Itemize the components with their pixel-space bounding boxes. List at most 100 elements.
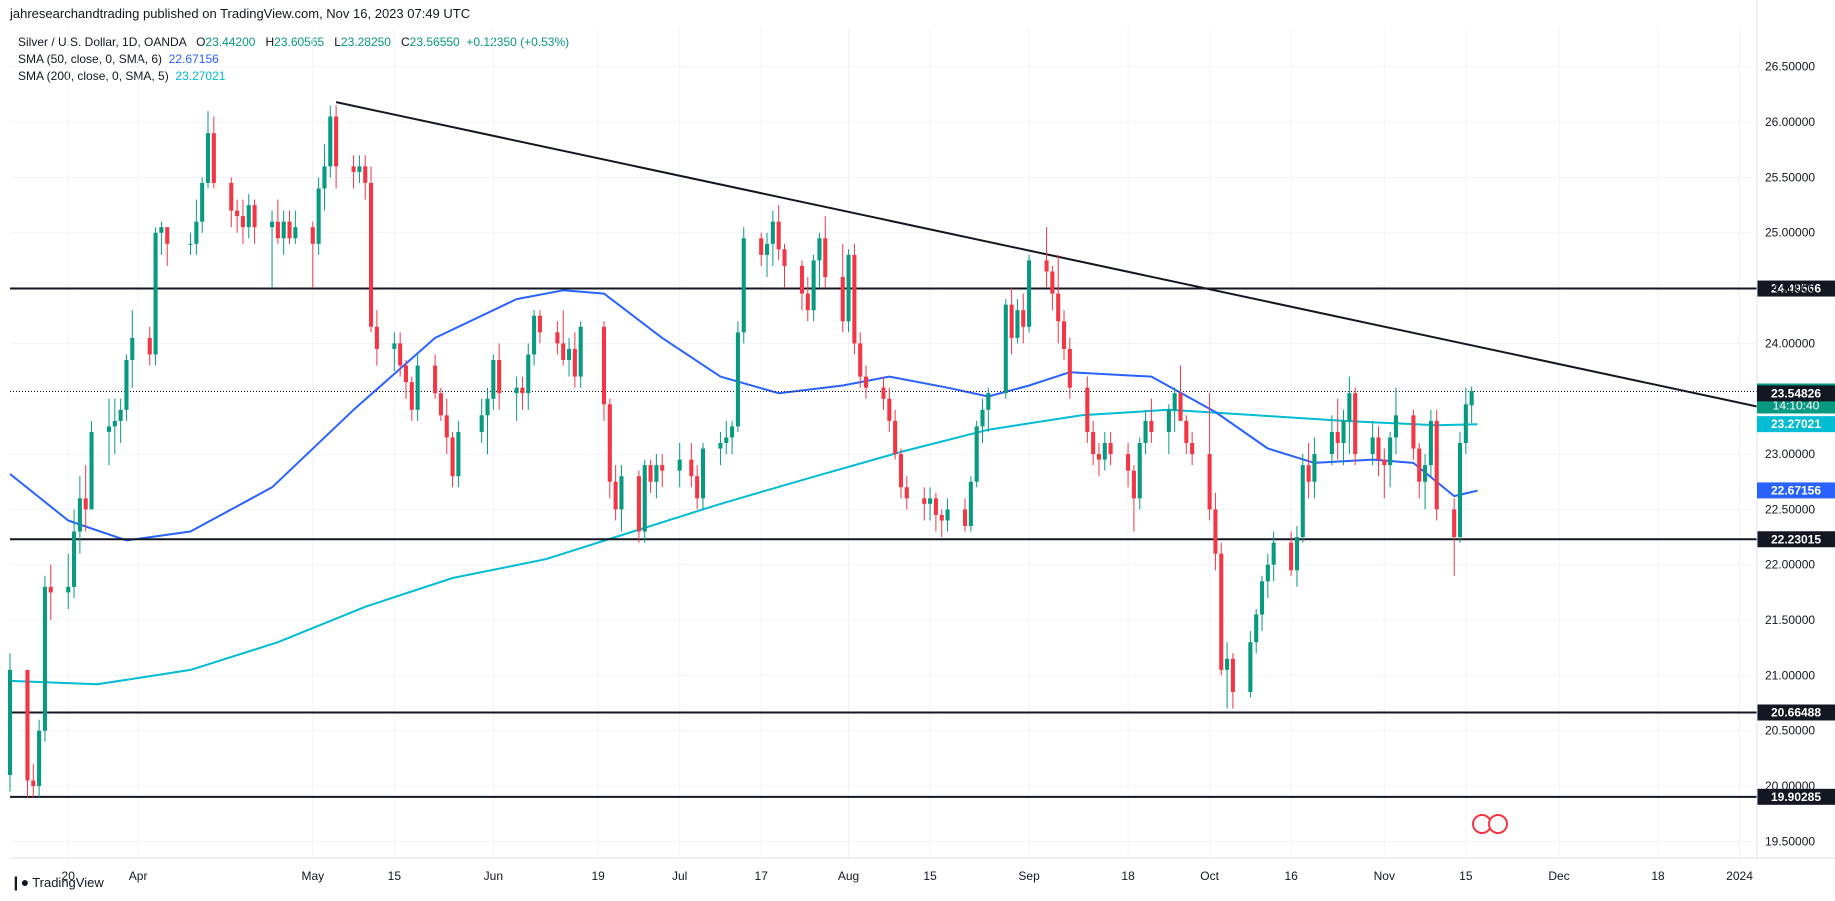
candle-body [1184, 420, 1189, 443]
tradingview-brand[interactable]: ❙● TradingView [10, 874, 104, 891]
level-badge-bg [1757, 280, 1835, 297]
x-tick-label: 2024 [1726, 869, 1753, 883]
candle-body [904, 487, 909, 499]
candle [601, 321, 607, 421]
candle-body [881, 387, 886, 399]
price-badge-label: 23.54826 [1771, 386, 1821, 400]
candle-body [246, 205, 251, 228]
candle-body [1225, 658, 1230, 670]
candle [106, 398, 112, 466]
candle-body [939, 514, 944, 521]
candle-body [1463, 404, 1468, 443]
symbol-label[interactable]: Silver / U.S. Dollar, 1D, OANDA [18, 35, 187, 49]
candle [561, 310, 566, 366]
candle-body [491, 360, 496, 399]
candle [1067, 337, 1072, 399]
candle [392, 332, 397, 372]
candle [1300, 454, 1305, 543]
candle-body [1300, 465, 1305, 538]
x-tick-label: Sep [1018, 869, 1040, 883]
candle-body [438, 393, 443, 416]
legend-sma50-row[interactable]: SMA (50, close, 0, SMA, 6) 22.67156 [18, 51, 569, 68]
sma50-label: SMA (50, close, 0, SMA, 6) [18, 52, 163, 66]
event-flags[interactable] [1472, 814, 1508, 834]
candle-body [700, 448, 706, 499]
candle-body [153, 232, 158, 355]
high-label: H [265, 35, 275, 49]
y-tick-label: 22.50000 [1765, 502, 1815, 516]
candle-body [613, 481, 618, 510]
candle-body [485, 398, 490, 416]
candle-body [1102, 443, 1107, 460]
candle [1056, 254, 1061, 344]
candle-body [770, 221, 775, 244]
candle-body [1108, 443, 1113, 455]
low-label: L [334, 35, 341, 49]
candle [322, 144, 327, 211]
candle [25, 669, 30, 798]
level-badge-label: 19.90285 [1771, 790, 1821, 804]
candle [72, 509, 77, 598]
candle-body [1388, 437, 1393, 466]
candle-body [1061, 321, 1067, 349]
candle [1347, 376, 1352, 455]
candle [730, 420, 735, 455]
candle [7, 653, 13, 792]
candle [444, 398, 449, 455]
candle-body [735, 332, 740, 427]
candle-body [933, 498, 938, 515]
candle-body [1335, 431, 1340, 443]
candle-body [211, 133, 216, 183]
candle [211, 116, 216, 189]
candle [1219, 542, 1224, 676]
candle [485, 387, 490, 455]
candle [450, 431, 455, 488]
candle [369, 166, 374, 333]
candle [1131, 465, 1136, 532]
candle [334, 105, 339, 189]
candle [153, 227, 158, 366]
x-tick-label: Dec [1548, 869, 1569, 883]
price-badge: 23.54826 [1757, 385, 1835, 402]
candle-body [1312, 454, 1317, 482]
candle [619, 465, 624, 532]
candle-body [782, 249, 787, 266]
candle-body [759, 238, 764, 255]
legend-sma200-row[interactable]: SMA (200, close, 0, SMA, 5) 23.27021 [18, 68, 569, 85]
change-value: +0.12350 (+0.53%) [466, 35, 570, 49]
candle-body [1329, 431, 1334, 455]
candle [118, 398, 123, 443]
level-badge-bg [1757, 788, 1835, 805]
x-tick-label: 16 [1284, 869, 1298, 883]
candle-body [601, 326, 607, 405]
x-tick-label: 20 [62, 869, 76, 883]
candle-body [887, 398, 892, 421]
candle [130, 310, 135, 388]
candle [1126, 443, 1131, 488]
candle [1376, 426, 1381, 477]
candle [636, 470, 641, 543]
horizontal-levels: 24.49566 22.23015 20.66488 19.90285 [10, 280, 1835, 805]
sma50-line-group [9, 289, 1478, 542]
candle [351, 155, 356, 189]
candle-body [48, 586, 53, 593]
candle-body [334, 116, 339, 167]
candle [1254, 609, 1259, 654]
candle [1137, 437, 1142, 510]
candle-body [1027, 260, 1032, 327]
candle-body [928, 498, 933, 504]
candle-body [1213, 509, 1218, 554]
candle [1457, 431, 1463, 543]
y-tick-label: 26.50000 [1765, 60, 1815, 74]
candle-body [200, 182, 205, 222]
tradingview-logo-icon: ❙● [10, 874, 29, 890]
us-flag-icon[interactable] [1488, 814, 1508, 834]
level-badge-label: 22.23015 [1771, 532, 1821, 546]
candle [1306, 443, 1311, 499]
candle [1469, 386, 1474, 424]
candle [1085, 376, 1090, 443]
candle [1382, 448, 1387, 499]
candle-body [764, 243, 770, 255]
candle [1428, 409, 1433, 477]
